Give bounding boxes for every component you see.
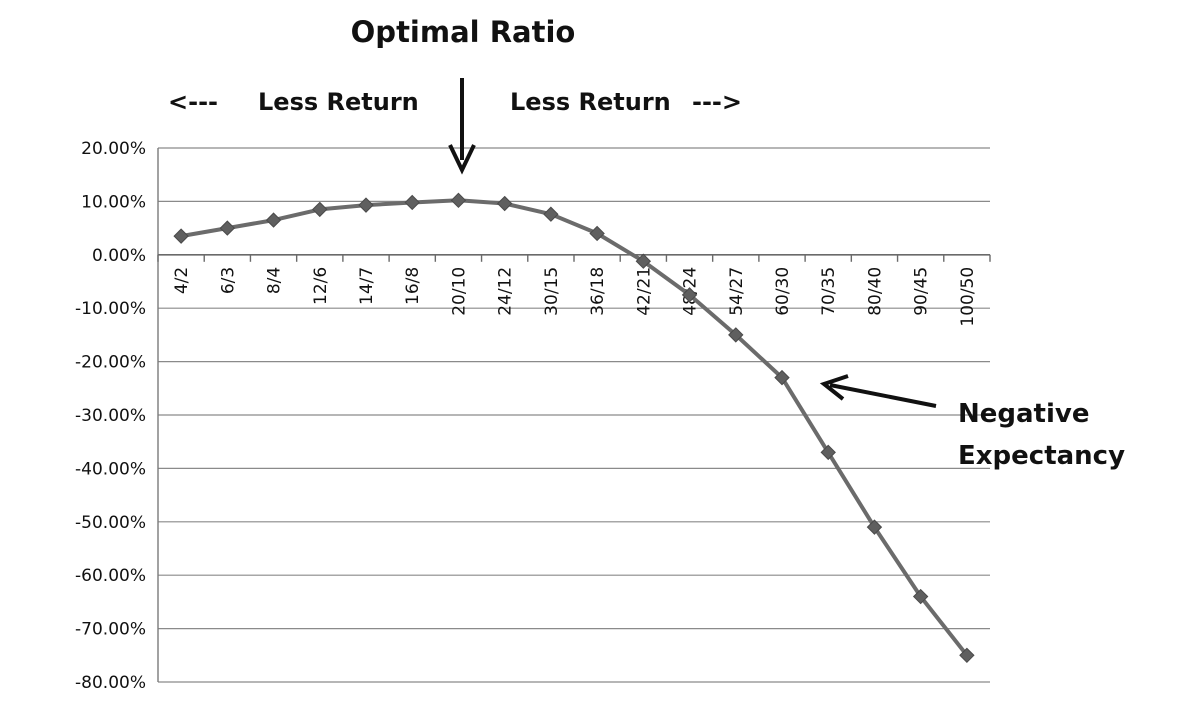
x-tick-label: 12/6 xyxy=(311,267,331,305)
data-point xyxy=(589,225,605,242)
optimal-ratio-label: Optimal Ratio xyxy=(351,15,576,49)
data-point xyxy=(450,192,467,209)
data-point xyxy=(866,519,883,535)
x-tick-label: 36/18 xyxy=(588,267,608,316)
data-point xyxy=(219,220,236,236)
x-tick-label: 30/15 xyxy=(542,267,562,316)
x-tick-label: 70/35 xyxy=(819,267,839,316)
y-tick-label: -60.00% xyxy=(75,566,146,586)
data-point xyxy=(312,201,328,218)
negative-expectancy-arrow xyxy=(819,374,937,408)
y-tick-label: -50.00% xyxy=(75,513,146,533)
x-tick-label: 24/12 xyxy=(496,267,516,316)
x-tick-label: 4/2 xyxy=(172,267,192,294)
data-point xyxy=(728,327,744,343)
x-tick-label: 8/4 xyxy=(265,267,285,294)
data-point xyxy=(543,206,559,222)
x-tick-label: 90/45 xyxy=(912,267,932,316)
x-tick-label: 60/30 xyxy=(773,267,793,316)
axes xyxy=(157,148,991,682)
data-point xyxy=(959,647,975,664)
data-point xyxy=(912,588,929,605)
less-return-right-label: Less Return xyxy=(510,88,671,116)
less-return-left-label: Less Return xyxy=(258,88,419,116)
data-point xyxy=(774,369,790,386)
y-tick-label: 10.00% xyxy=(81,192,146,212)
x-tick-label: 80/40 xyxy=(865,267,885,316)
x-tick-label: 100/50 xyxy=(958,267,978,327)
data-point xyxy=(358,197,374,213)
y-tick-label: 20.00% xyxy=(81,139,146,159)
y-tick-label: 0.00% xyxy=(92,246,146,266)
y-tick-label: -10.00% xyxy=(75,299,146,319)
data-point xyxy=(635,253,652,269)
negative-label: Negative xyxy=(958,399,1089,429)
right-arrow-glyph: ---> xyxy=(692,88,742,116)
x-tick-label: 20/10 xyxy=(449,267,469,316)
data-point xyxy=(820,444,836,461)
data-point xyxy=(404,194,420,211)
y-tick-label: -40.00% xyxy=(75,459,146,479)
x-tick-label: 6/3 xyxy=(218,267,238,294)
expectancy-label: Expectancy xyxy=(958,441,1125,471)
y-tick-label: -30.00% xyxy=(75,406,146,426)
x-tick-label: 14/7 xyxy=(357,267,377,305)
series xyxy=(173,192,975,664)
y-tick-label: -80.00% xyxy=(75,673,146,693)
data-point xyxy=(265,212,282,228)
data-point xyxy=(496,195,513,212)
data-point xyxy=(173,228,189,244)
left-arrow-glyph: <--- xyxy=(168,88,218,116)
y-tick-labels: 20.00% 10.00% 0.00% -10.00% -20.00% -30.00% -4… xyxy=(75,139,146,693)
x-tick-labels: 4/2 6/3 8/4 12/6 14/7 16/8 20/10 24/12 30/15 36/1… xyxy=(172,267,978,327)
series-line xyxy=(180,198,969,657)
y-tick-label: -70.00% xyxy=(75,620,146,640)
y-tick-label: -20.00% xyxy=(75,353,146,373)
data-point xyxy=(681,287,698,303)
gridlines xyxy=(158,147,990,683)
annotations: Optimal Ratio <--- Less Return Less Retu… xyxy=(168,15,1125,471)
x-tick-label: 54/27 xyxy=(727,267,747,316)
x-tick-label: 42/21 xyxy=(634,267,654,316)
x-tick-label: 16/8 xyxy=(403,267,423,305)
optimal-arrow xyxy=(448,78,476,175)
